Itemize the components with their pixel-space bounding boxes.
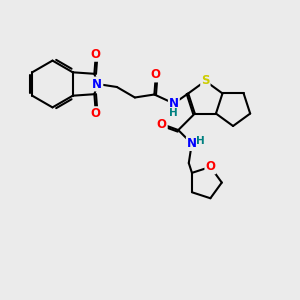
Text: H: H bbox=[169, 108, 178, 118]
Text: N: N bbox=[92, 77, 102, 91]
Text: O: O bbox=[206, 160, 215, 173]
Text: S: S bbox=[201, 74, 210, 88]
Text: N: N bbox=[187, 137, 197, 150]
Text: O: O bbox=[91, 107, 101, 120]
Text: O: O bbox=[91, 48, 101, 61]
Text: N: N bbox=[169, 97, 179, 110]
Text: H: H bbox=[196, 136, 205, 146]
Text: O: O bbox=[157, 118, 167, 130]
Text: O: O bbox=[151, 68, 161, 82]
